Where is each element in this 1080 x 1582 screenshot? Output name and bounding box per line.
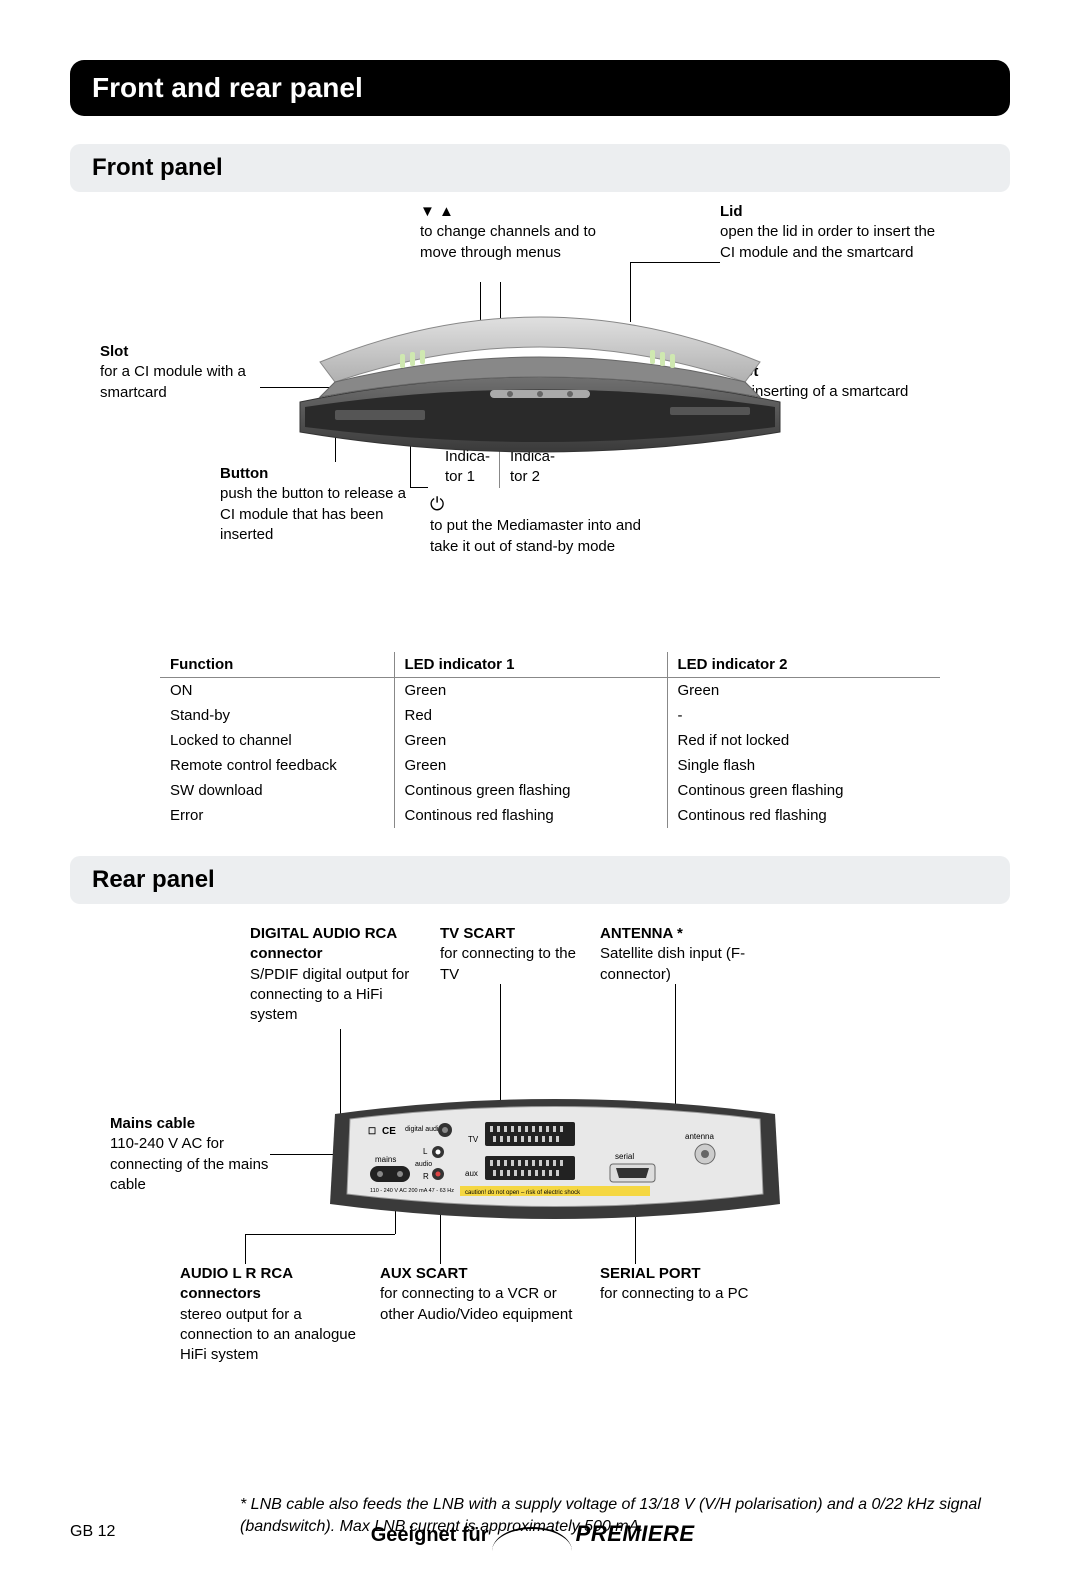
callout-ant-text: Satellite dish input (F-connector)	[600, 945, 745, 982]
callout-lid: Lid open the lid in order to insert the …	[720, 202, 940, 263]
svg-text:L: L	[423, 1147, 428, 1156]
brand-name: PREMIERE	[576, 1521, 695, 1546]
front-diagram: ▼ ▲ to change channels and to move throu…	[70, 202, 1010, 642]
table-cell: -	[667, 703, 940, 728]
brand-prefix: Geeignet für	[371, 1524, 489, 1546]
callout-slot-ci: Slot for a CI module with a smartcard	[100, 342, 270, 403]
table-cell: Continous red flashing	[394, 803, 667, 828]
leader-line	[245, 1234, 246, 1264]
table-cell: Continous green flashing	[394, 778, 667, 803]
table-row: SW downloadContinous green flashingConti…	[160, 778, 940, 803]
callout-mains: Mains cable 110-240 V AC for connecting …	[110, 1114, 280, 1195]
callout-button-bold: Button	[220, 465, 268, 482]
svg-text:serial: serial	[615, 1152, 634, 1161]
page-number: GB 12	[70, 1523, 115, 1541]
brand-arc-icon	[492, 1527, 572, 1551]
table-cell: Green	[394, 728, 667, 753]
callout-button-text: push the button to release a CI module t…	[220, 485, 406, 543]
table-row: Locked to channelGreenRed if not locked	[160, 728, 940, 753]
callout-slot-ci-text: for a CI module with a smartcard	[100, 363, 246, 400]
front-heading: Front panel	[70, 144, 1010, 192]
callout-mains-text: 110-240 V AC for connecting of the mains…	[110, 1135, 268, 1193]
callout-lid-text: open the lid in order to insert the CI m…	[720, 223, 935, 260]
callout-standby-text: to put the Mediamaster into and take it …	[430, 517, 641, 554]
callout-aux-bold: AUX SCART	[380, 1265, 468, 1282]
table-cell: Green	[394, 753, 667, 778]
callout-serial-text: for connecting to a PC	[600, 1285, 748, 1302]
callout-standby: ⏻ to put the Mediamaster into and take i…	[430, 492, 660, 557]
leader-line	[245, 1234, 395, 1235]
callout-mains-bold: Mains cable	[110, 1115, 195, 1132]
table-cell: Red	[394, 703, 667, 728]
rear-heading: Rear panel	[70, 856, 1010, 904]
table-cell: SW download	[160, 778, 394, 803]
svg-text:☐: ☐	[368, 1126, 376, 1136]
callout-da-text: S/PDIF digital output for connecting to …	[250, 966, 409, 1024]
table-row: ErrorContinous red flashingContinous red…	[160, 803, 940, 828]
table-cell: Remote control feedback	[160, 753, 394, 778]
callout-tv-scart: TV SCART for connecting to the TV	[440, 924, 580, 985]
callout-aux-scart: AUX SCART for connecting to a VCR or oth…	[380, 1264, 580, 1325]
table-row: Remote control feedbackGreenSingle flash	[160, 753, 940, 778]
front-device-illustration	[290, 302, 790, 472]
callout-arrows: ▼ ▲ to change channels and to move throu…	[420, 202, 620, 263]
power-icon: ⏻	[430, 494, 444, 514]
svg-text:CE: CE	[382, 1126, 396, 1137]
callout-antenna: ANTENNA * Satellite dish input (F-connec…	[600, 924, 790, 985]
svg-text:TV: TV	[468, 1135, 479, 1144]
leader-line	[630, 262, 720, 263]
callout-button: Button push the button to release a CI m…	[220, 464, 420, 545]
svg-text:antenna: antenna	[685, 1132, 714, 1141]
table-cell: Error	[160, 803, 394, 828]
callout-alr-text: stereo output for a connection to an ana…	[180, 1306, 356, 1364]
callout-aux-text: for connecting to a VCR or other Audio/V…	[380, 1285, 572, 1322]
table-cell: Stand-by	[160, 703, 394, 728]
callout-da-bold: DIGITAL AUDIO RCA connector	[250, 925, 397, 962]
table-cell: Single flash	[667, 753, 940, 778]
callout-serial: SERIAL PORT for connecting to a PC	[600, 1264, 810, 1305]
callout-digital-audio: DIGITAL AUDIO RCA connector S/PDIF digit…	[250, 924, 420, 1025]
callout-audio-lr: AUDIO L R RCA connectors stereo output f…	[180, 1264, 370, 1365]
th-led1: LED indicator 1	[394, 652, 667, 678]
th-led2: LED indicator 2	[667, 652, 940, 678]
svg-text:mains: mains	[375, 1155, 396, 1164]
table-cell: Green	[667, 678, 940, 704]
callout-arrows-text: to change channels and to move through m…	[420, 223, 596, 260]
page-title: Front and rear panel	[70, 60, 1010, 116]
table-row: Stand-byRed-	[160, 703, 940, 728]
arrows-icon: ▼ ▲	[420, 203, 454, 220]
svg-text:aux: aux	[465, 1169, 478, 1178]
callout-ant-bold: ANTENNA *	[600, 925, 683, 942]
svg-text:110 - 240 V AC 200 mA 47 - 63: 110 - 240 V AC 200 mA 47 - 63 Hz	[370, 1188, 454, 1194]
table-cell: ON	[160, 678, 394, 704]
table-cell: Red if not locked	[667, 728, 940, 753]
led-table: Function LED indicator 1 LED indicator 2…	[160, 652, 940, 828]
table-cell: Continous red flashing	[667, 803, 940, 828]
brand: Geeignet für PREMIERE	[371, 1517, 695, 1547]
svg-text:R: R	[423, 1172, 429, 1181]
svg-text:digital audio: digital audio	[405, 1126, 442, 1133]
leader-line	[410, 487, 428, 488]
table-cell: Continous green flashing	[667, 778, 940, 803]
th-function: Function	[160, 652, 394, 678]
callout-lid-bold: Lid	[720, 203, 743, 220]
callout-alr-bold: AUDIO L R RCA connectors	[180, 1265, 293, 1302]
callout-tv-text: for connecting to the TV	[440, 945, 576, 982]
svg-text:caution! do not open – risk of: caution! do not open – risk of electric …	[465, 1190, 581, 1196]
callout-serial-bold: SERIAL PORT	[600, 1265, 701, 1282]
svg-text:audio: audio	[415, 1161, 432, 1168]
rear-device-illustration: ☐ CE digital audio TV mains L audio R au…	[320, 1094, 790, 1234]
rear-diagram: DIGITAL AUDIO RCA connector S/PDIF digit…	[70, 914, 1010, 1474]
table-cell: Green	[394, 678, 667, 704]
callout-slot-ci-bold: Slot	[100, 343, 128, 360]
table-row: ONGreenGreen	[160, 678, 940, 704]
table-cell: Locked to channel	[160, 728, 394, 753]
callout-tv-bold: TV SCART	[440, 925, 515, 942]
footer: GB 12 Geeignet für PREMIERE	[70, 1517, 1010, 1547]
